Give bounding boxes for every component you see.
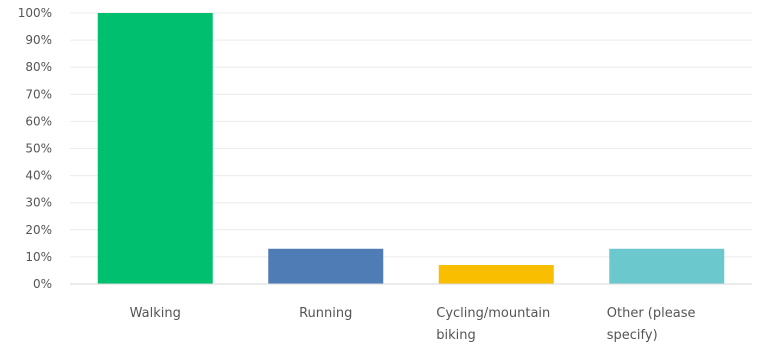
y-tick-label: 70% [25,87,52,101]
x-tick-label-line: Other (please [607,306,696,321]
y-tick-label: 20% [25,223,52,237]
x-tick-label-line: Walking [130,306,181,321]
y-tick-label: 40% [25,169,52,183]
bar-cycling-mountain-biking [438,265,554,284]
y-tick-label: 30% [25,196,52,210]
y-tick-label: 50% [25,142,52,156]
x-tick-label: Cycling/mountain biking [436,306,550,343]
x-axis-labels: Walking Running Cycling/mountain biking Othe… [130,306,696,343]
y-tick-label: 90% [25,33,52,47]
x-tick-label-line: specify) [607,328,658,343]
x-tick-label: Running [299,306,352,321]
y-tick-label: 80% [25,60,52,74]
y-tick-label: 60% [25,114,52,128]
x-tick-label: Walking [130,306,181,321]
bar-walking [97,13,213,284]
y-tick-label: 0% [33,277,52,291]
y-tick-label: 10% [25,250,52,264]
bar-running [268,248,384,284]
x-tick-label-line: biking [436,328,476,343]
bar-other-please-specify [609,248,725,284]
x-tick-label: Other (please specify) [607,306,696,343]
y-axis-ticks: 0% 10% 20% 30% 40% 50% 60% 70% 80% 90% 100% [18,6,52,291]
x-tick-label-line: Cycling/mountain [436,306,550,321]
y-tick-label: 100% [18,6,52,20]
bars [97,13,725,284]
x-tick-label-line: Running [299,306,352,321]
